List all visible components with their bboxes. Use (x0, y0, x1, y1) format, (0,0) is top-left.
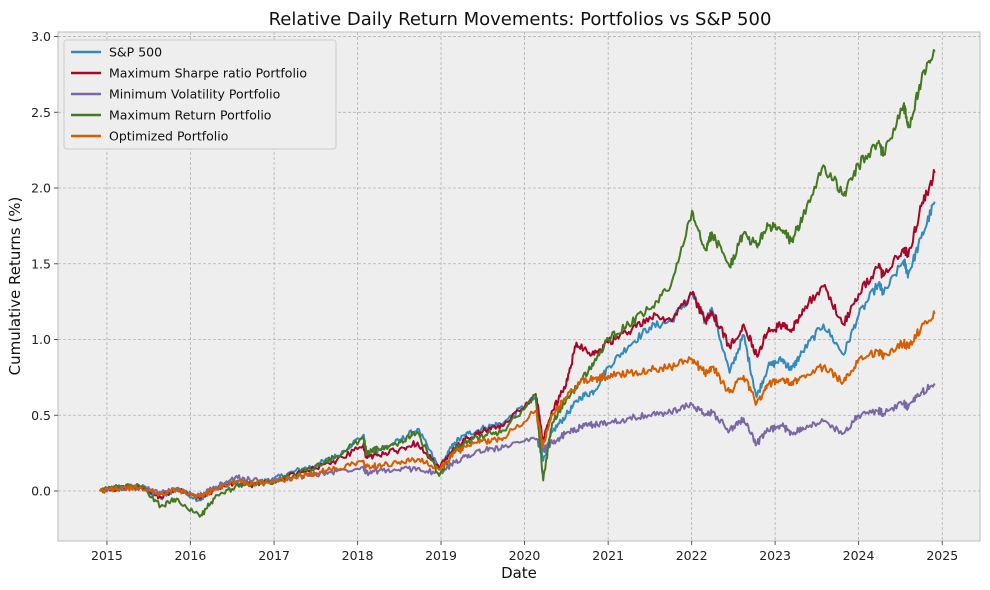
x-tick-label: 2020 (509, 548, 541, 563)
x-tick-label: 2019 (425, 548, 457, 563)
x-tick-label: 2024 (843, 548, 875, 563)
legend-box (63, 39, 337, 150)
y-tick-label: 2.0 (31, 181, 51, 196)
y-tick-label: 0.5 (31, 408, 51, 423)
series-line-2 (99, 383, 936, 497)
legend: S&P 500 Maximum Sharpe ratio Portfolio Min… (63, 39, 337, 150)
legend-label: Minimum Volatility Portfolio (109, 87, 280, 102)
y-axis-label: Cumulative Returns (%) (6, 197, 24, 376)
x-tick-label: 2016 (174, 548, 206, 563)
x-tick-label: 2023 (759, 548, 791, 563)
y-tick-label: 1.5 (31, 256, 51, 271)
legend-label: Optimized Portfolio (109, 129, 228, 144)
chart-title: Relative Daily Return Movements: Portfol… (269, 9, 772, 30)
y-tick-label: 1.0 (31, 332, 51, 347)
y-axis-ticks: 0.0 0.5 1.0 1.5 2.0 2.5 3.0 (31, 29, 58, 499)
series-lines (99, 49, 936, 518)
x-tick-label: 2015 (91, 548, 123, 563)
series-line-4 (99, 310, 936, 500)
y-tick-label: 3.0 (31, 29, 51, 44)
x-tick-label: 2025 (926, 548, 958, 563)
y-tick-label: 0.0 (31, 484, 51, 499)
legend-label: S&P 500 (109, 45, 162, 60)
x-tick-label: 2017 (258, 548, 290, 563)
legend-label: Maximum Return Portfolio (109, 108, 271, 123)
y-tick-label: 2.5 (31, 105, 51, 120)
x-tick-label: 2021 (592, 548, 624, 563)
x-tick-label: 2022 (676, 548, 708, 563)
x-axis-label: Date (501, 564, 537, 582)
x-axis-ticks: 2015 2016 2017 2018 2019 2020 2021 2022 2023 2024… (91, 541, 958, 563)
legend-label: Maximum Sharpe ratio Portfolio (109, 66, 307, 81)
x-tick-label: 2018 (342, 548, 374, 563)
